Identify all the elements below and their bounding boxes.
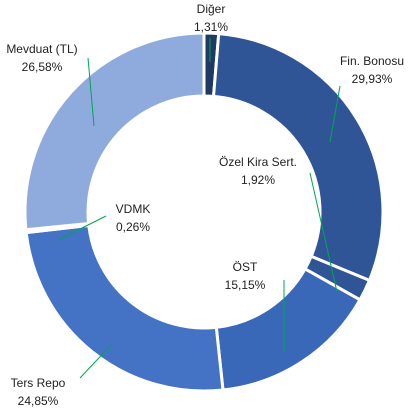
category-label: VDMK xyxy=(116,202,151,216)
category-label: Fin. Bonosu xyxy=(340,54,404,68)
leader-line xyxy=(87,57,95,127)
value-label: 26,58% xyxy=(22,60,63,74)
value-label: 15,15% xyxy=(225,278,266,292)
category-label: Diğer xyxy=(197,2,226,16)
leader-line xyxy=(79,343,113,379)
value-label: 29,93% xyxy=(352,72,393,86)
donut-segment xyxy=(24,223,225,393)
category-label: ÖST xyxy=(233,260,258,274)
value-label: 24,85% xyxy=(18,394,59,408)
category-label: Özel Kira Sert. xyxy=(219,155,297,169)
leader-line xyxy=(329,85,341,143)
value-label: 1,31% xyxy=(194,20,228,34)
value-label: 1,92% xyxy=(241,173,275,187)
donut-segment xyxy=(23,31,206,232)
leader-line xyxy=(309,172,338,293)
category-label: Mevduat (TL) xyxy=(6,42,77,56)
value-label: 0,26% xyxy=(116,220,150,234)
donut-segment xyxy=(211,31,385,283)
leader-line xyxy=(57,215,107,241)
category-label: Ters Repo xyxy=(11,376,66,390)
